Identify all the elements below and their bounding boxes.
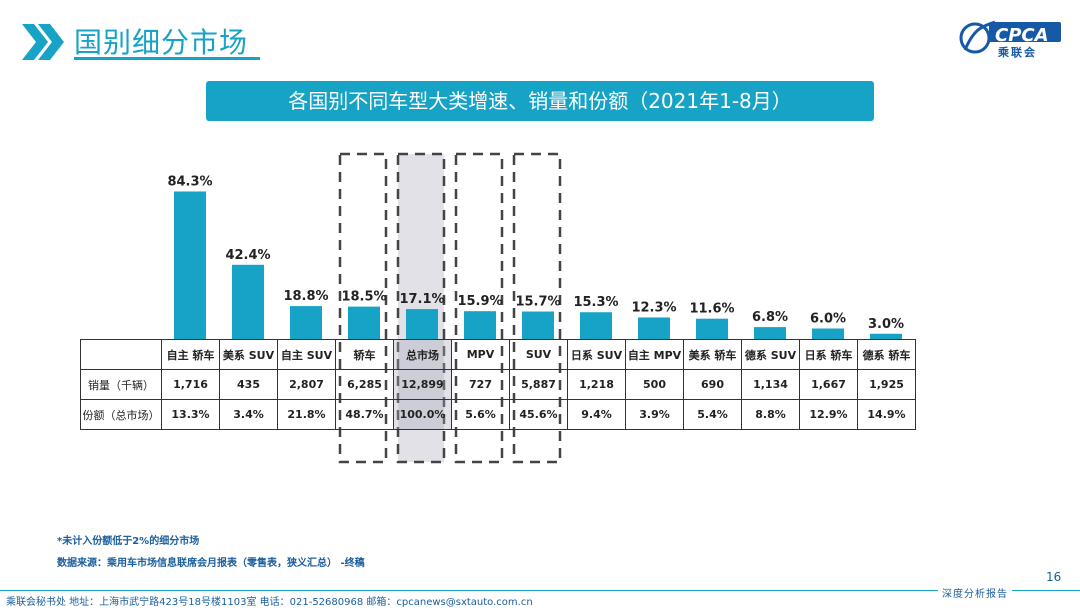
row-label-share: 份额（总市场） <box>80 399 162 430</box>
share-cell: 5.4% <box>683 399 742 430</box>
category-cell: 美系 轿车 <box>683 339 742 370</box>
bar <box>696 318 728 339</box>
bar <box>870 333 902 339</box>
footer-divider <box>0 590 1080 591</box>
sales-cell: 5,887 <box>509 369 568 400</box>
sales-cell: 500 <box>625 369 684 400</box>
data-label: 11.6% <box>689 302 734 317</box>
notes: *未计入份额低于2%的细分市场 数据来源：乘用车市场信息联席会月报表（零售表，狭… <box>57 531 365 575</box>
title-underline <box>74 57 260 60</box>
category-cell: 德系 SUV <box>741 339 800 370</box>
data-label: 84.3% <box>167 174 212 189</box>
category-cell: MPV <box>451 339 510 370</box>
logo-text: CPCA <box>995 25 1049 46</box>
sales-cell: 2,807 <box>277 369 336 400</box>
share-cell: 14.9% <box>857 399 916 430</box>
share-cell: 48.7% <box>335 399 394 430</box>
category-cell: 美系 SUV <box>219 339 278 370</box>
page-number: 16 <box>1046 570 1062 584</box>
data-table: 自主 轿车 美系 SUV 自主 SUV 轿车 总市场 MPV SUV 日系 SUV 自主 MPV… <box>80 339 916 430</box>
share-cell: 3.4% <box>219 399 278 430</box>
category-cell: 日系 轿车 <box>799 339 858 370</box>
sales-cell: 435 <box>219 369 278 400</box>
table-row-sales: 销量（千辆） 1,716 435 2,807 6,285 12,899 727 5,887 1… <box>80 369 916 400</box>
sales-cell: 727 <box>451 369 510 400</box>
data-label: 6.0% <box>810 312 846 327</box>
sales-cell: 1,667 <box>799 369 858 400</box>
footnote: *未计入份额低于2%的细分市场 <box>57 536 200 547</box>
category-cell: 日系 SUV <box>567 339 626 370</box>
category-cell: 轿车 <box>335 339 394 370</box>
bar <box>290 306 322 339</box>
page-title: 国别细分市场 <box>74 26 249 59</box>
highlight-box <box>512 152 562 464</box>
data-label: 18.5% <box>341 290 386 305</box>
sales-cell: 1,134 <box>741 369 800 400</box>
category-cell: 德系 轿车 <box>857 339 916 370</box>
bar <box>232 264 264 339</box>
data-label: 15.3% <box>573 295 618 310</box>
sales-cell: 690 <box>683 369 742 400</box>
bar <box>580 312 612 339</box>
bar <box>522 311 554 339</box>
share-cell: 3.9% <box>625 399 684 430</box>
highlight-box <box>396 152 446 464</box>
data-label: 17.1% <box>399 292 444 307</box>
bar <box>406 309 438 339</box>
data-label: 18.8% <box>283 289 328 304</box>
highlight-box <box>338 152 388 464</box>
data-source: 数据来源：乘用车市场信息联席会月报表（零售表，狭义汇总） -终稿 <box>57 558 365 569</box>
bar <box>812 328 844 339</box>
bar <box>754 327 786 339</box>
chart-title-banner: 各国别不同车型大类增速、销量和份额（2021年1-8月） <box>206 81 874 121</box>
sales-cell: 6,285 <box>335 369 394 400</box>
table-row-share: 份额（总市场） 13.3% 3.4% 21.8% 48.7% 100.0% 5.6% 45.… <box>80 399 916 430</box>
bar <box>638 317 670 339</box>
share-cell: 45.6% <box>509 399 568 430</box>
category-cell: 自主 SUV <box>277 339 336 370</box>
sales-cell: 1,716 <box>161 369 220 400</box>
row-label-sales: 销量（千辆） <box>80 369 162 400</box>
data-label: 3.0% <box>868 317 904 332</box>
category-cell: 自主 轿车 <box>161 339 220 370</box>
sales-cell: 12,899 <box>393 369 452 400</box>
data-label: 15.7% <box>515 295 560 310</box>
chevron-right-icon <box>22 24 64 60</box>
share-cell: 12.9% <box>799 399 858 430</box>
footer-address: 乘联会秘书处 地址：上海市武宁路423号18号楼1103室 电话：021-526… <box>6 597 533 608</box>
share-cell: 13.3% <box>161 399 220 430</box>
table-header-row: 自主 轿车 美系 SUV 自主 SUV 轿车 总市场 MPV SUV 日系 SUV 自主 MPV… <box>80 339 916 370</box>
bar <box>174 191 206 339</box>
bar <box>348 306 380 339</box>
data-label: 42.4% <box>225 248 270 263</box>
sales-cell: 1,218 <box>567 369 626 400</box>
data-label: 12.3% <box>631 300 676 315</box>
footer-report-label: 深度分析报告 <box>938 585 1012 600</box>
cpca-logo-icon <box>959 20 1061 54</box>
highlight-box <box>454 152 504 464</box>
share-cell: 21.8% <box>277 399 336 430</box>
bar <box>464 311 496 339</box>
category-cell: 自主 MPV <box>625 339 684 370</box>
logo-subtitle: 乘联会 <box>998 46 1037 59</box>
share-cell: 5.6% <box>451 399 510 430</box>
category-cell: 总市场 <box>393 339 452 370</box>
category-cell: SUV <box>509 339 568 370</box>
share-cell: 9.4% <box>567 399 626 430</box>
table-corner-cell <box>80 339 162 370</box>
share-cell: 100.0% <box>393 399 452 430</box>
sales-cell: 1,925 <box>857 369 916 400</box>
data-label: 6.8% <box>752 310 788 325</box>
data-label: 15.9% <box>457 294 502 309</box>
share-cell: 8.8% <box>741 399 800 430</box>
